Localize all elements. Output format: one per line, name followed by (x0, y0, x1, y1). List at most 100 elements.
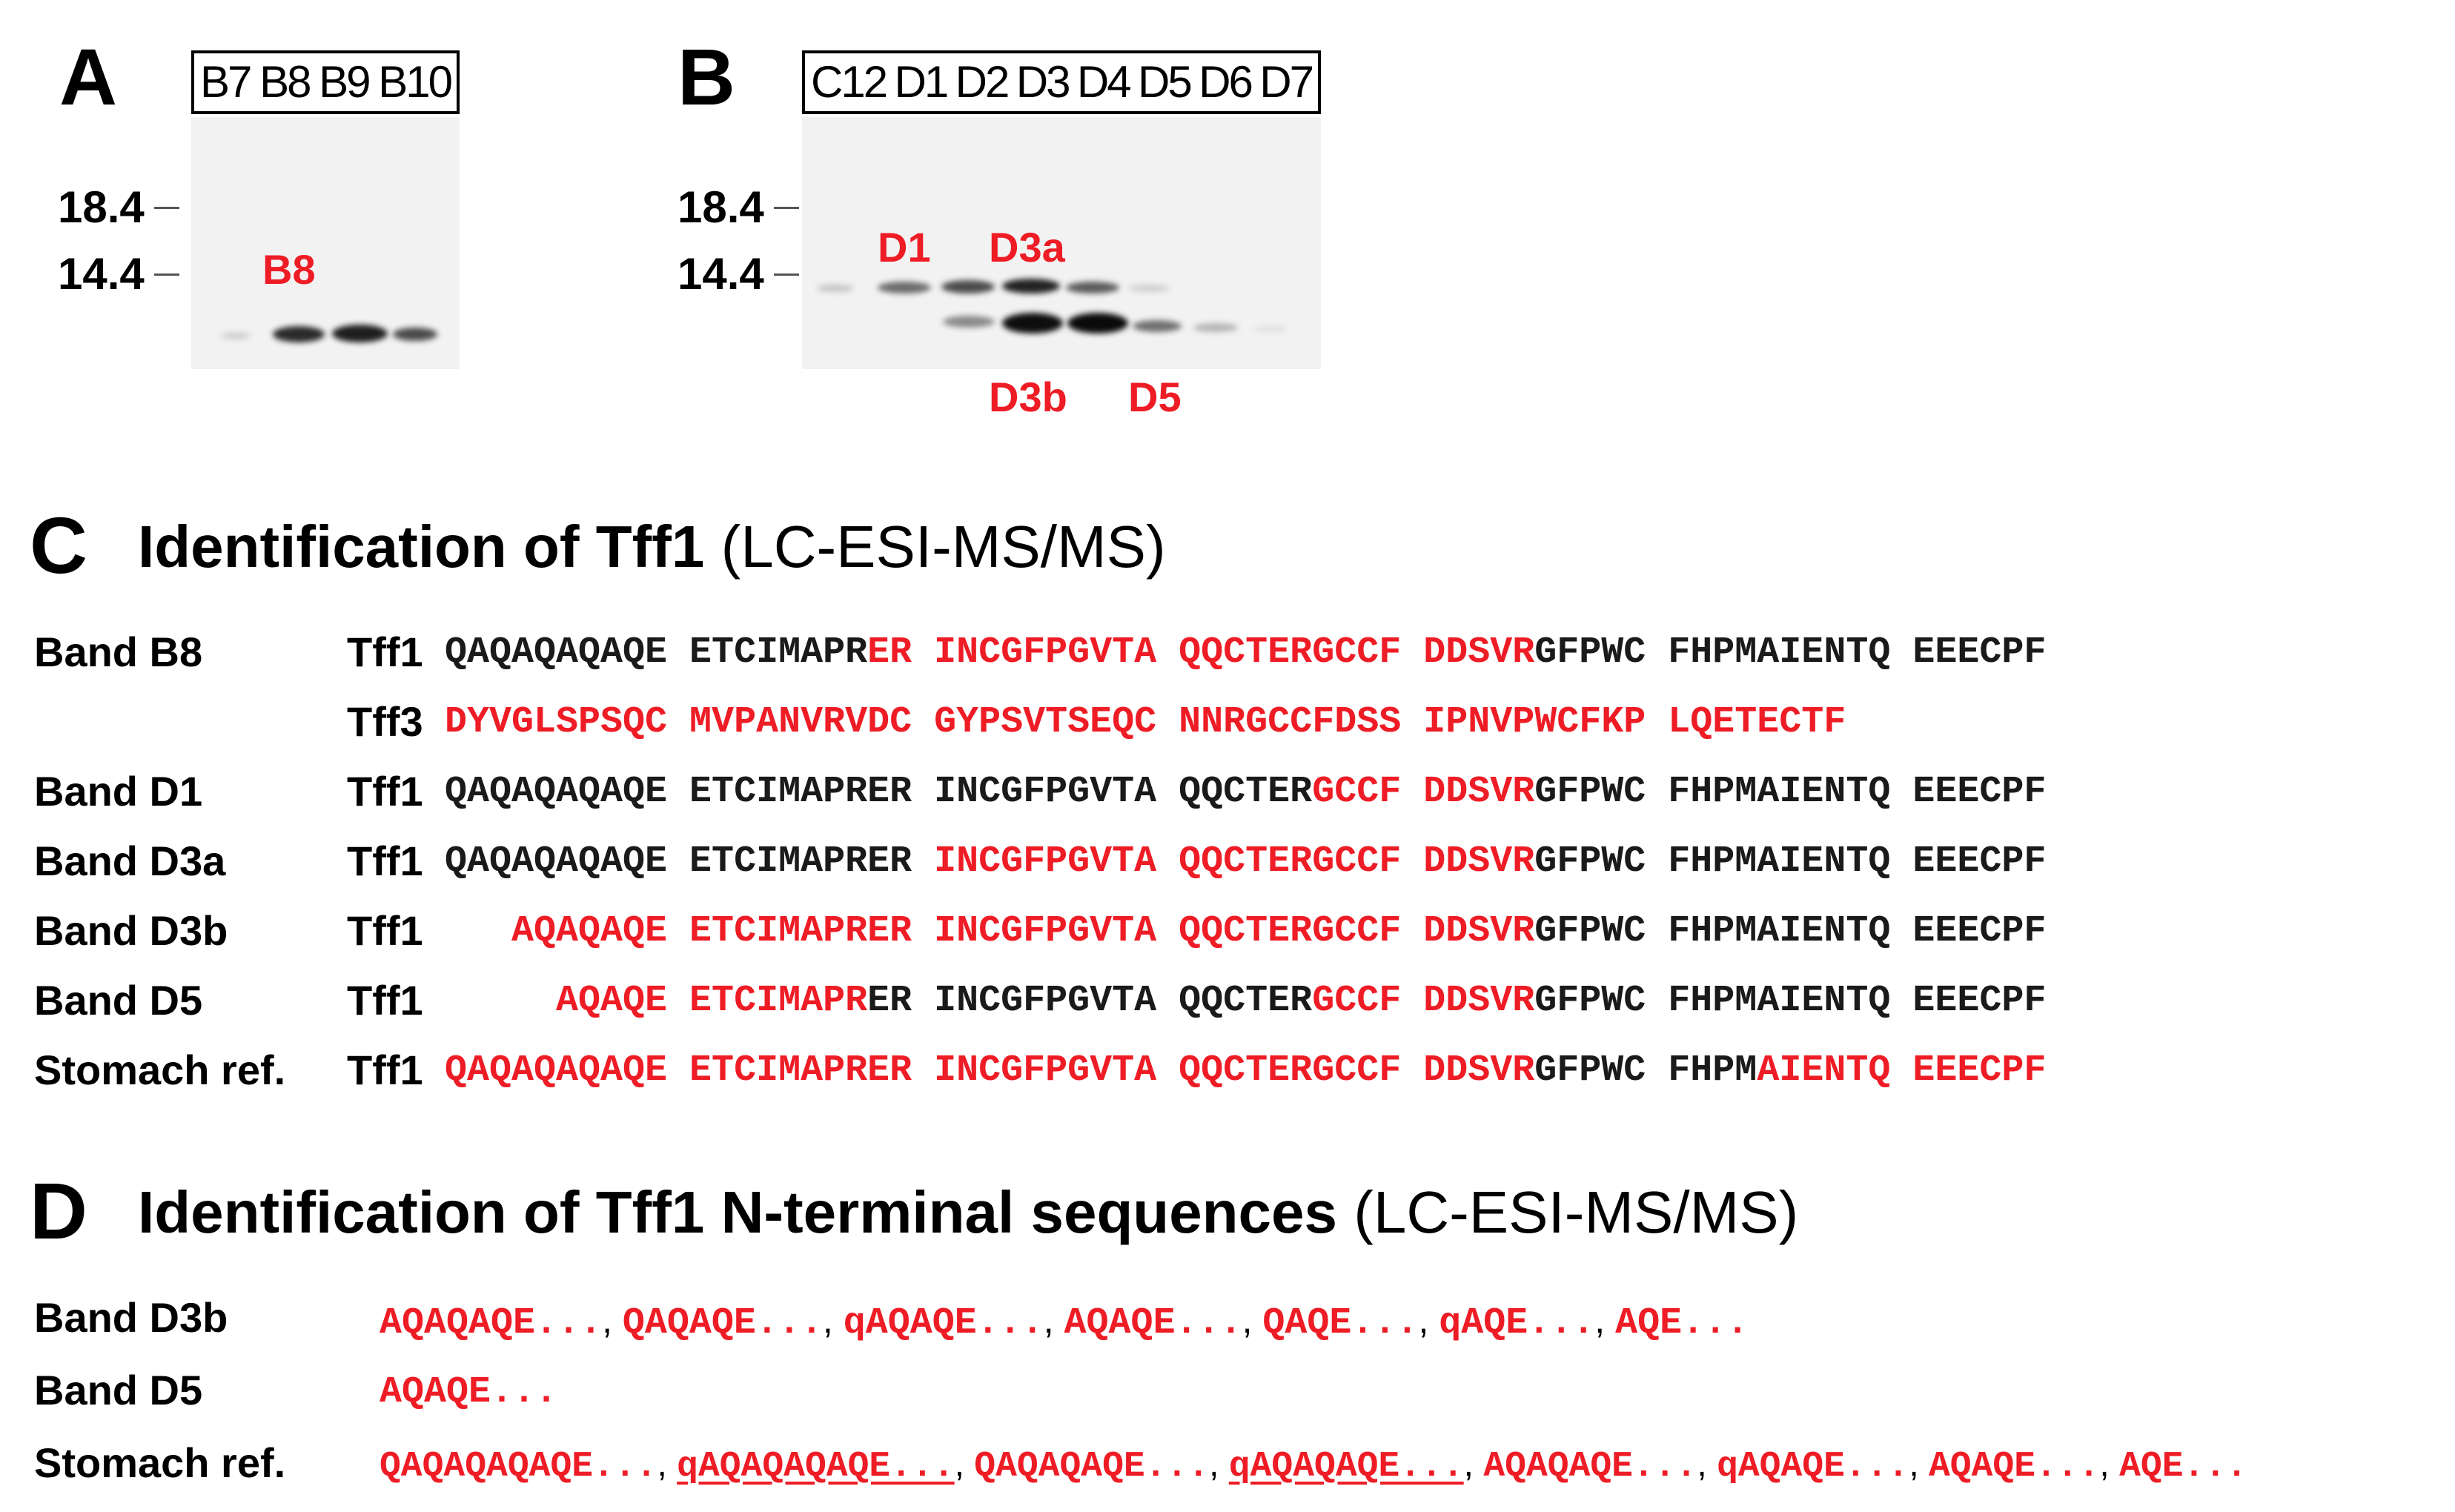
gel-band (878, 282, 931, 294)
gel-band (943, 316, 995, 328)
separator: , (1209, 1445, 1229, 1484)
mw-tick (154, 273, 179, 276)
separator: , (1043, 1299, 1064, 1341)
nterminal-sequence: AQE... (1615, 1302, 1749, 1344)
panel-d-title-method: (LC-ESI-MS/MS) (1337, 1179, 1799, 1245)
panel-c-title-method: (LC-ESI-MS/MS) (704, 514, 1166, 580)
band-label-d3b: D3b (989, 374, 1067, 420)
lane-labels-a: B7 B8 B9 B10 (191, 50, 460, 114)
gel-band (1254, 326, 1287, 332)
gel-image-a (191, 117, 460, 369)
gel-band (221, 332, 251, 339)
panel-d-title: Identification of Tff1 N-terminal sequen… (138, 1183, 1798, 1242)
sequence-line: QAQAQAQAQE ETCIMAPRER INCGFPGVTA QQCTERG… (445, 634, 2046, 672)
separator: , (1242, 1299, 1263, 1341)
nterminal-sequence: QAQAQAQAQE... (380, 1447, 657, 1487)
row-band-label: Band D5 (34, 977, 203, 1024)
sequence-line: QAQAQAQAQE ETCIMAPRER INCGFPGVTA QQCTERG… (445, 1052, 2046, 1090)
lane-label: D5 (1138, 57, 1193, 107)
separator: , (1909, 1445, 1929, 1484)
nterminal-sequence: QAQE... (1262, 1302, 1419, 1344)
row-band-label: Band D5 (34, 1367, 203, 1413)
unidentified-sequence: QAQAQAQAQE ETCIMAPRER (445, 840, 935, 883)
nterminal-sequence-underlined: qAQAQAQAQE... (677, 1447, 955, 1487)
panel-d-title-bold: Identification of Tff1 N-terminal sequen… (138, 1179, 1338, 1245)
gel-band (332, 325, 388, 342)
band-label-b8: B8 (262, 246, 316, 293)
identified-peptide: ER INCGFPGVTA QQCTERGCCF DDSVR (867, 631, 1535, 674)
separator: , (954, 1445, 975, 1484)
sequence-line: DYVGLSPSQC MVPANVRVDC GYPSVTSEQC NNRGCCF… (445, 704, 1846, 741)
nterminal-sequence-list: AQAQE... (380, 1374, 557, 1411)
mw-marker-18-4: 18.4 (58, 182, 145, 232)
panel-c-title: Identification of Tff1 (LC-ESI-MS/MS) (138, 517, 1166, 577)
separator: , (1594, 1299, 1616, 1341)
nterminal-sequence: AQAQAQE... (1483, 1447, 1697, 1487)
gel-band (393, 328, 437, 341)
panel-letter-a: A (59, 32, 117, 122)
row-band-label: Band D3b (34, 907, 228, 954)
row-protein-label: Tff1 (347, 907, 423, 954)
nterminal-sequence-list: QAQAQAQAQE..., qAQAQAQAQE..., QAQAQAQE..… (380, 1447, 2247, 1485)
gel-band (1002, 279, 1060, 294)
panel-letter-b: B (677, 32, 735, 122)
identified-peptide: AQAQAQE ETCIMAPRER INCGFPGVTA QQCTERGCCF… (445, 910, 1535, 952)
unidentified-sequence: QAQAQAQAQE ETCIMAPRER INCGFPGVTA QQCTER (445, 771, 1313, 813)
separator: , (1418, 1299, 1439, 1341)
lane-label: D7 (1259, 57, 1314, 107)
lane-label: D2 (955, 57, 1010, 107)
nterminal-sequence-underlined: qAQAQAQE... (1228, 1447, 1464, 1487)
identified-peptide: DYVGLSPSQC MVPANVRVDC GYPSVTSEQC NNRGCCF… (445, 701, 1846, 743)
row-band-label: Stomach ref. (34, 1047, 286, 1093)
nterminal-sequence: AQAQAQE... (380, 1302, 603, 1344)
row-band-label: Stomach ref. (34, 1439, 286, 1486)
mw-marker-14-4: 14.4 (677, 249, 764, 299)
panel-letter-d: D (30, 1166, 87, 1256)
gel-band (1067, 313, 1128, 334)
row-protein-label: Tff1 (347, 1047, 423, 1093)
identified-peptide: INCGFPGVTA QQCTERGCCF DDSVR (934, 840, 1535, 883)
nterminal-sequence: AQE... (2119, 1447, 2247, 1487)
nterminal-sequence: AQAQE... (1928, 1447, 2100, 1487)
separator: , (1697, 1445, 1717, 1484)
identified-peptide: GCCF DDSVR (1312, 980, 1535, 1022)
unidentified-sequence: GFPWC FHPMAIENTQ EEECPF (1534, 980, 2047, 1022)
gel-band (1133, 320, 1182, 332)
panel-letter-c: C (30, 500, 87, 590)
row-band-label: Band B8 (34, 629, 203, 675)
mw-tick (774, 207, 799, 209)
separator: , (657, 1445, 677, 1484)
row-band-label: Band D1 (34, 768, 203, 815)
row-band-label: Band D3a (34, 838, 226, 884)
row-protein-label: Tff1 (347, 838, 423, 884)
row-protein-label: Tff1 (347, 977, 423, 1024)
gel-band (1002, 313, 1063, 334)
separator: , (2099, 1445, 2120, 1484)
sequence-line: QAQAQAQAQE ETCIMAPRER INCGFPGVTA QQCTERG… (445, 774, 2046, 811)
row-protein-label: Tff1 (347, 629, 423, 675)
row-protein-label: Tff3 (347, 698, 423, 745)
nterminal-sequence: AQAQE... (1064, 1302, 1242, 1344)
lane-label: C12 (811, 57, 888, 107)
nterminal-sequence: QAQAQE... (622, 1302, 823, 1344)
sequence-line: AQAQAQE ETCIMAPRER INCGFPGVTA QQCTERGCCF… (445, 913, 2046, 950)
sequence-line: QAQAQAQAQE ETCIMAPRER INCGFPGVTA QQCTERG… (445, 843, 2046, 881)
lane-label: D4 (1076, 57, 1132, 107)
row-band-label: Band D3b (34, 1294, 228, 1341)
lane-label: B10 (378, 57, 453, 107)
band-label-d3a: D3a (989, 224, 1065, 271)
unidentified-sequence: QAQAQAQAQE ETCIMAPR (445, 631, 868, 674)
gel-band (817, 285, 854, 292)
lane-label: D6 (1199, 57, 1253, 107)
lane-label: B8 (259, 57, 311, 107)
gel-band (273, 326, 325, 342)
nterminal-sequence: qAQAQE... (1717, 1447, 1909, 1487)
gel-band (1128, 285, 1170, 292)
mw-marker-14-4: 14.4 (58, 249, 145, 299)
unidentified-sequence: GFPWC FHPMAIENTQ EEECPF (1534, 631, 2047, 674)
row-protein-label: Tff1 (347, 768, 423, 815)
unidentified-sequence: GFPWC FHPMAIENTQ EEECPF (1534, 840, 2047, 883)
gel-image-b (802, 117, 1321, 369)
unidentified-sequence: GFPWC FHPMAIENTQ EEECPF (1534, 910, 2047, 952)
